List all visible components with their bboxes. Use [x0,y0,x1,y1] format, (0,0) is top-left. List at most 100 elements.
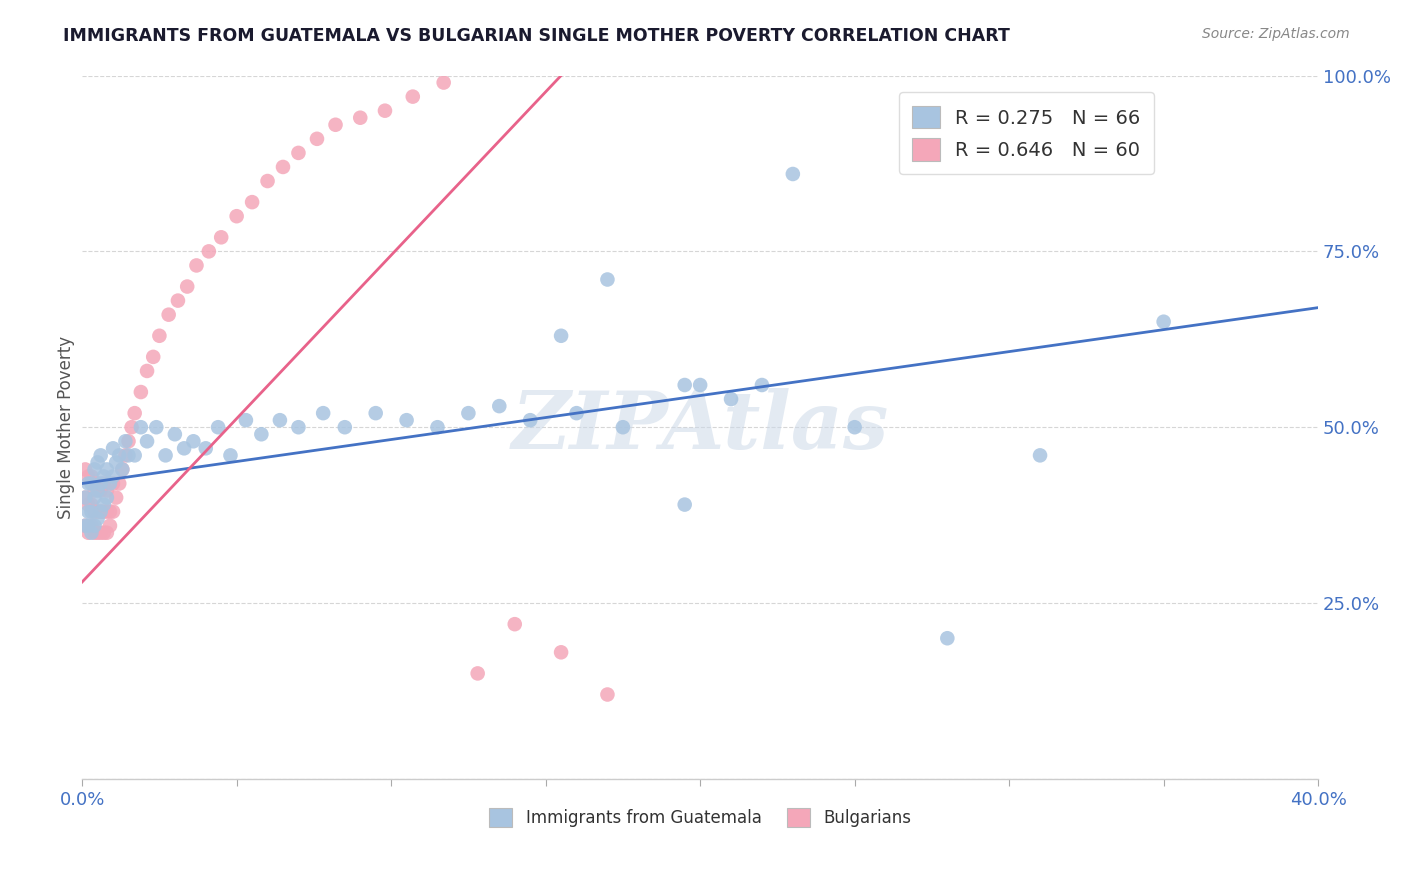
Point [80,498,103,512]
Point [86,476,108,491]
Point [96,505,118,519]
Point [256,174,278,188]
Text: Source: ZipAtlas.com: Source: ZipAtlas.com [1202,27,1350,41]
Point [90,476,112,491]
Point [936,632,959,646]
Point [121,420,143,434]
Point [96,483,118,498]
Point [364,406,387,420]
Point [83,505,105,519]
Point [83,525,105,540]
Point [550,328,572,343]
Point [75,491,97,505]
Point [114,448,136,462]
Point [117,448,139,462]
Point [488,399,510,413]
Point [163,427,186,442]
Point [612,420,634,434]
Point [402,89,425,103]
Point [86,511,108,525]
Point [108,448,131,462]
Point [596,272,619,286]
Point [80,525,103,540]
Point [77,476,100,491]
Point [114,434,136,449]
Point [136,434,159,449]
Point [157,308,180,322]
Point [105,491,128,505]
Point [194,442,217,456]
Point [565,406,588,420]
Point [271,160,294,174]
Point [96,491,118,505]
Point [80,476,103,491]
Point [124,406,146,420]
Point [148,328,170,343]
Point [250,427,273,442]
Point [183,434,205,449]
Point [75,491,97,505]
Point [90,505,112,519]
Point [219,448,242,462]
Point [83,483,105,498]
Point [426,420,449,434]
Point [1029,448,1052,462]
Point [240,195,263,210]
Point [287,145,309,160]
Point [142,350,165,364]
Point [720,392,742,406]
Point [80,469,103,483]
Point [111,462,134,476]
Point [90,448,112,462]
Point [207,420,229,434]
Point [269,413,291,427]
Point [77,469,100,483]
Text: IMMIGRANTS FROM GUATEMALA VS BULGARIAN SINGLE MOTHER POVERTY CORRELATION CHART: IMMIGRANTS FROM GUATEMALA VS BULGARIAN S… [63,27,1010,45]
Point [312,406,335,420]
Point [77,505,100,519]
Point [467,666,489,681]
Point [235,413,257,427]
Point [550,645,572,659]
Point [86,455,108,469]
Point [90,483,112,498]
Point [111,462,134,476]
Point [395,413,418,427]
Point [209,230,232,244]
Point [93,505,115,519]
Point [77,498,100,512]
Point [457,406,479,420]
Point [77,518,100,533]
Point [117,434,139,449]
Point [129,385,152,400]
Point [98,476,121,491]
Point [101,476,124,491]
Point [101,442,124,456]
Point [75,518,97,533]
Point [1153,315,1175,329]
Point [96,462,118,476]
Point [782,167,804,181]
Point [93,525,115,540]
Point [186,259,208,273]
Point [83,518,105,533]
Text: ZIPAtlas: ZIPAtlas [512,389,889,466]
Point [86,505,108,519]
Point [93,476,115,491]
Point [90,525,112,540]
Point [433,76,456,90]
Point [225,209,247,223]
Point [101,469,124,483]
Point [75,518,97,533]
Point [108,476,131,491]
Point [136,364,159,378]
Point [349,111,371,125]
Point [98,505,121,519]
Point [96,525,118,540]
Point [689,378,711,392]
Legend: Immigrants from Guatemala, Bulgarians: Immigrants from Guatemala, Bulgarians [482,801,918,834]
Point [93,498,115,512]
Point [124,448,146,462]
Point [77,525,100,540]
Point [90,505,112,519]
